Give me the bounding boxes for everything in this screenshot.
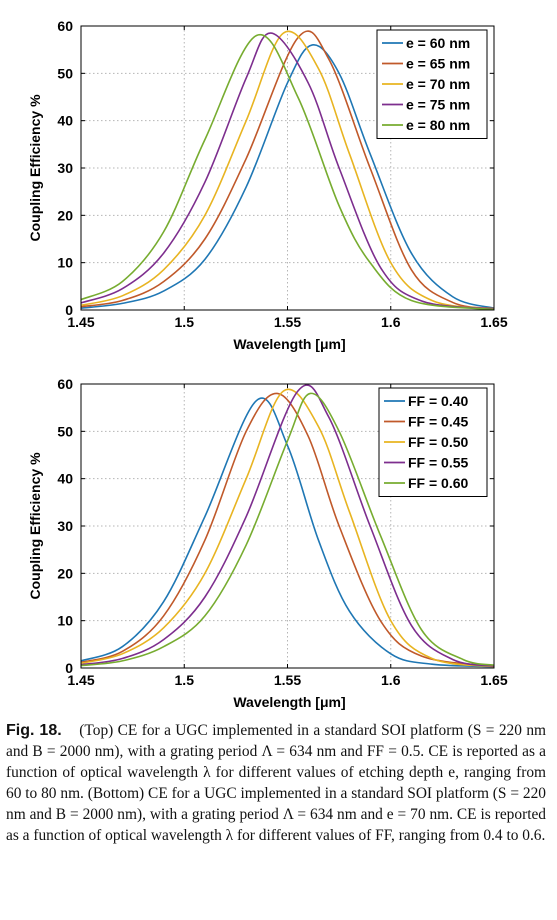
chart-top-ce-vs-etch-depth: 1.45 1.5 1.55 1.6 1.65 0 10 20 30 40 50 60 Wavelengt… xyxy=(27,18,508,352)
y-tick-label: 20 xyxy=(57,207,73,223)
legend-label-1: e = 60 nm xyxy=(406,35,470,51)
legend-label-2: FF = 0.45 xyxy=(408,414,469,430)
y-tick-label: 30 xyxy=(57,160,73,176)
legend: e = 60 nm e = 65 nm e = 70 nm e = 75 nm e = … xyxy=(376,29,488,139)
x-tick-label: 1.55 xyxy=(274,672,301,688)
caption-text: (Top) CE for a UGC implemented in a stan… xyxy=(6,722,547,844)
series-line-5 xyxy=(80,392,495,667)
y-tick-label: 40 xyxy=(57,113,73,129)
x-axis-label: Wavelength [μm] xyxy=(233,694,345,710)
series-line-3 xyxy=(80,388,495,668)
y-tick-label: 50 xyxy=(57,65,73,81)
y-tick-label: 10 xyxy=(57,255,73,271)
y-tick-label: 60 xyxy=(57,18,73,34)
x-axis-label: Wavelength [μm] xyxy=(233,336,345,352)
figure-label: Fig. 18. xyxy=(6,722,62,739)
series-group xyxy=(80,30,495,311)
x-tick-label: 1.6 xyxy=(381,672,401,688)
x-tick-label: 1.65 xyxy=(480,314,507,330)
x-tick-label: 1.65 xyxy=(480,672,507,688)
x-tick-label: 1.6 xyxy=(381,314,401,330)
y-tick-label: 0 xyxy=(65,660,73,676)
legend-label-3: FF = 0.50 xyxy=(408,434,469,450)
legend-label-3: e = 70 nm xyxy=(406,76,470,92)
legend-label-4: FF = 0.55 xyxy=(408,455,469,471)
tick-group: 1.45 1.5 1.55 1.6 1.65 0 10 20 30 40 50 60 xyxy=(57,18,507,330)
series-line-2 xyxy=(80,30,495,310)
series-line-1 xyxy=(80,44,495,309)
y-tick-label: 60 xyxy=(57,376,73,392)
legend: FF = 0.40 FF = 0.45 FF = 0.50 FF = 0.55 FF =… xyxy=(378,387,488,497)
x-tick-label: 1.45 xyxy=(67,672,94,688)
series-line-3 xyxy=(80,30,495,310)
legend-label-1: FF = 0.40 xyxy=(408,393,469,409)
y-tick-label: 50 xyxy=(57,423,73,439)
figure-canvas: 1.45 1.5 1.55 1.6 1.650102030405060Wavelengt… xyxy=(27,18,508,710)
x-tick-label: 1.5 xyxy=(175,314,195,330)
y-axis-label: Coupling Efficiency % xyxy=(27,452,43,600)
y-tick-label: 20 xyxy=(57,565,73,581)
series-line-5 xyxy=(80,33,495,311)
legend-label-4: e = 75 nm xyxy=(406,97,470,113)
legend-label-5: FF = 0.60 xyxy=(408,475,469,491)
legend-label-2: e = 65 nm xyxy=(406,56,470,72)
series-line-2 xyxy=(80,392,495,667)
y-tick-label: 0 xyxy=(65,302,73,318)
series-line-1 xyxy=(80,397,495,668)
y-tick-label: 40 xyxy=(57,471,73,487)
tick-group: 1.45 1.5 1.55 1.6 1.65 0 10 20 30 40 50 60 xyxy=(57,376,507,688)
x-tick-label: 1.55 xyxy=(274,314,301,330)
y-tick-label: 30 xyxy=(57,518,73,534)
legend-label-5: e = 80 nm xyxy=(406,117,470,133)
x-tick-label: 1.5 xyxy=(175,672,195,688)
series-line-4 xyxy=(80,32,495,310)
y-axis-label: Coupling Efficiency % xyxy=(27,94,43,242)
x-tick-label: 1.45 xyxy=(67,314,94,330)
y-tick-label: 10 xyxy=(57,613,73,629)
chart-bottom-ce-vs-fill-factor: 1.45 1.5 1.55 1.6 1.65 0 10 20 30 40 50 60 Wavelengt… xyxy=(27,376,508,710)
series-group xyxy=(80,384,495,668)
series-line-4 xyxy=(80,384,495,667)
figure-caption: Fig. 18. (Top) CE for a UGC implemented … xyxy=(6,720,546,846)
